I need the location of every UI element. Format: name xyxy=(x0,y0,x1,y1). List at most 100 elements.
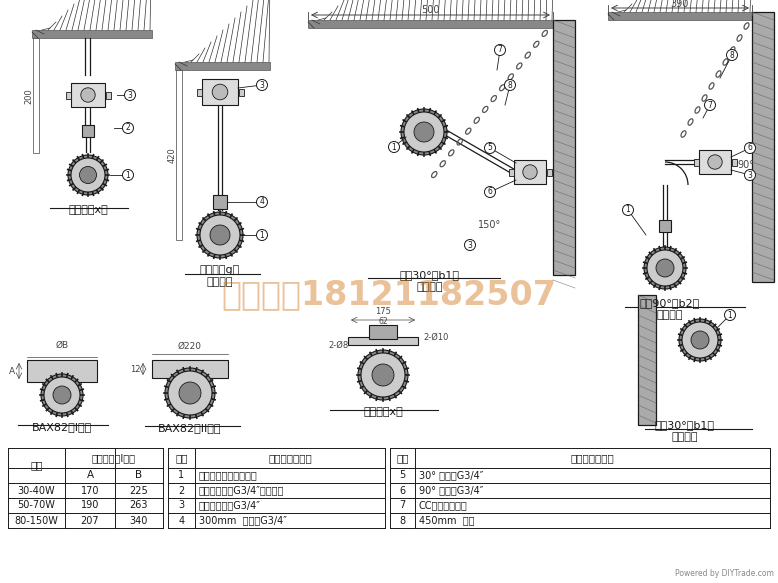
Circle shape xyxy=(68,155,108,195)
Circle shape xyxy=(691,331,709,349)
Circle shape xyxy=(212,84,228,100)
Circle shape xyxy=(41,374,83,416)
Text: A: A xyxy=(86,470,93,480)
Text: 62: 62 xyxy=(378,317,387,326)
Text: 12: 12 xyxy=(130,364,140,374)
Circle shape xyxy=(647,250,683,286)
Bar xyxy=(202,79,238,105)
Text: 壁式30°（b1）: 壁式30°（b1） xyxy=(400,270,460,280)
Circle shape xyxy=(745,170,755,181)
Text: 4: 4 xyxy=(178,515,184,525)
Circle shape xyxy=(644,247,686,289)
Text: 8: 8 xyxy=(730,51,734,59)
Text: ØB: ØB xyxy=(55,341,68,350)
Bar xyxy=(308,20,558,28)
Text: 175: 175 xyxy=(375,307,391,316)
Circle shape xyxy=(165,368,215,418)
Circle shape xyxy=(414,122,434,142)
Text: B: B xyxy=(135,470,142,480)
Circle shape xyxy=(504,79,516,90)
Circle shape xyxy=(81,88,95,102)
Text: 90° 弯管：G3/4″: 90° 弯管：G3/4″ xyxy=(419,486,483,496)
Bar xyxy=(509,168,514,175)
Bar xyxy=(638,295,656,425)
Circle shape xyxy=(168,371,212,415)
Text: 3: 3 xyxy=(748,170,752,180)
Circle shape xyxy=(257,196,268,208)
Text: 3: 3 xyxy=(468,241,472,250)
Text: BAX82（I型）: BAX82（I型） xyxy=(32,422,92,432)
Text: 30° 弯管：G3/4″: 30° 弯管：G3/4″ xyxy=(419,470,483,480)
Bar xyxy=(152,360,228,378)
Text: 1: 1 xyxy=(178,470,184,480)
Circle shape xyxy=(79,167,96,184)
Text: 8: 8 xyxy=(507,80,513,90)
Text: Ø220: Ø220 xyxy=(178,342,202,351)
Circle shape xyxy=(724,310,735,321)
Text: 1: 1 xyxy=(626,205,630,215)
Text: 配吊灯盒: 配吊灯盒 xyxy=(657,310,683,320)
Text: 80-150W: 80-150W xyxy=(15,515,58,525)
Text: 防爆活接头：G3/4″（双外）: 防爆活接头：G3/4″（双外） xyxy=(199,486,285,496)
Text: 6: 6 xyxy=(399,486,405,496)
Text: 吸顶式（x）: 吸顶式（x） xyxy=(68,205,108,215)
Bar xyxy=(66,92,71,99)
Text: 2-Ø8: 2-Ø8 xyxy=(328,340,349,349)
Text: 1: 1 xyxy=(391,142,396,152)
Text: 1: 1 xyxy=(727,311,732,319)
Text: 340: 340 xyxy=(130,515,148,525)
Bar xyxy=(32,30,152,38)
Bar xyxy=(33,38,39,153)
Bar xyxy=(239,89,244,96)
Circle shape xyxy=(44,377,80,413)
Text: 190: 190 xyxy=(81,500,99,511)
Text: 2: 2 xyxy=(125,124,131,132)
Circle shape xyxy=(124,90,135,100)
Text: 6: 6 xyxy=(488,188,492,196)
Text: 配吊灯盒: 配吊灯盒 xyxy=(207,277,233,287)
Circle shape xyxy=(179,382,201,404)
Circle shape xyxy=(745,142,755,153)
Circle shape xyxy=(622,205,633,216)
Circle shape xyxy=(257,230,268,241)
Text: 50-70W: 50-70W xyxy=(18,500,55,511)
Text: 30-40W: 30-40W xyxy=(18,486,55,496)
Circle shape xyxy=(210,225,230,245)
Bar xyxy=(27,360,97,382)
Circle shape xyxy=(122,170,134,181)
Text: 4: 4 xyxy=(260,198,265,206)
Circle shape xyxy=(122,122,134,134)
Text: 8: 8 xyxy=(399,515,405,525)
Circle shape xyxy=(197,212,243,258)
Bar xyxy=(659,220,671,232)
Text: 90°: 90° xyxy=(737,160,754,170)
Text: 配吊灯盒: 配吊灯盒 xyxy=(417,282,443,292)
Text: 390: 390 xyxy=(671,0,689,9)
Text: 3: 3 xyxy=(260,80,265,90)
Circle shape xyxy=(71,158,105,192)
Circle shape xyxy=(361,353,405,397)
Bar xyxy=(547,168,552,175)
Text: 3: 3 xyxy=(178,500,184,511)
Bar xyxy=(71,83,105,107)
Bar xyxy=(348,337,418,345)
Circle shape xyxy=(200,215,240,255)
Text: 225: 225 xyxy=(130,486,149,496)
Circle shape xyxy=(705,100,716,111)
Text: 7: 7 xyxy=(707,100,713,110)
Circle shape xyxy=(485,187,496,198)
Text: A: A xyxy=(9,367,15,375)
Text: 200: 200 xyxy=(24,88,33,104)
Text: 序号: 序号 xyxy=(396,453,408,463)
Circle shape xyxy=(464,240,475,251)
Text: CC型锁具螺旋扣: CC型锁具螺旋扣 xyxy=(419,500,468,511)
Bar xyxy=(694,159,699,166)
Text: 固态免维护防爆防腐灯: 固态免维护防爆防腐灯 xyxy=(199,470,258,480)
Text: 序号: 序号 xyxy=(175,453,187,463)
Circle shape xyxy=(727,50,738,61)
Circle shape xyxy=(401,109,447,155)
Circle shape xyxy=(372,364,394,386)
Text: Powered by DIYTrade.com: Powered by DIYTrade.com xyxy=(675,569,774,578)
Text: 外形尺寸（I型）: 外形尺寸（I型） xyxy=(92,453,136,463)
Text: 500: 500 xyxy=(421,5,440,15)
